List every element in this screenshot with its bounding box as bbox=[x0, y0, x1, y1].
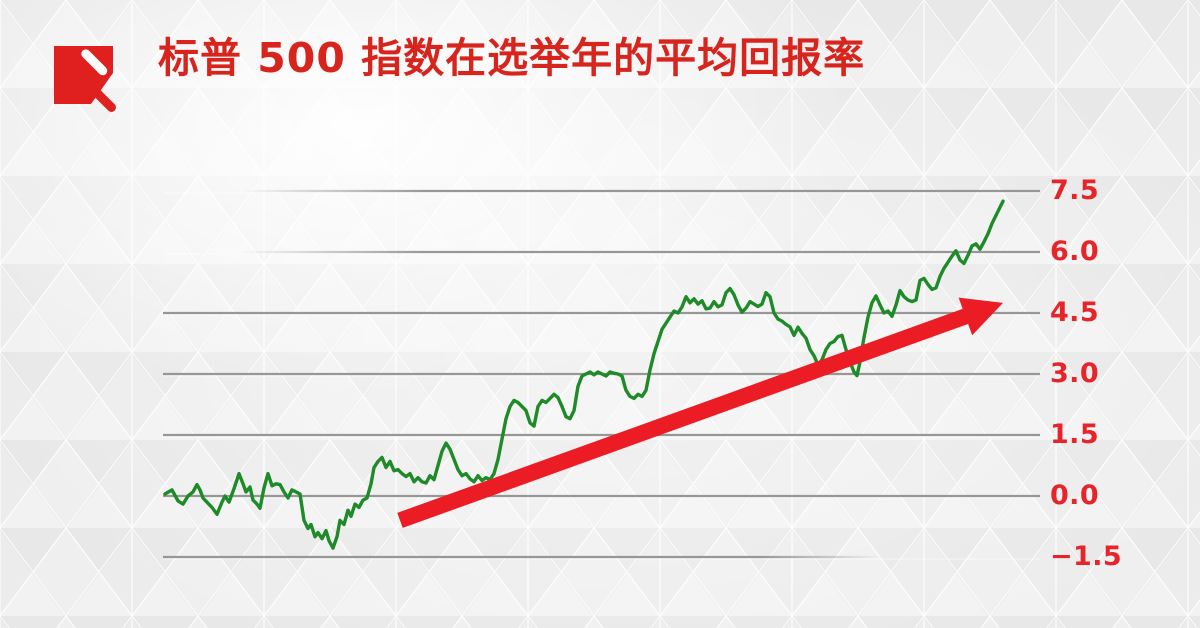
y-axis-tick-label: 1.5 bbox=[1050, 419, 1100, 450]
chart-title: 标普 500 指数在选举年的平均回报率 bbox=[158, 34, 866, 82]
y-axis-tick-label: 3.0 bbox=[1050, 358, 1100, 389]
brand-logo-icon bbox=[54, 46, 116, 112]
y-axis-tick-label: 0.0 bbox=[1050, 480, 1100, 511]
y-axis-tick-label: 4.5 bbox=[1050, 297, 1100, 328]
sp500-return-line bbox=[163, 199, 1005, 550]
y-axis-tick-label: 6.0 bbox=[1050, 236, 1100, 267]
upward-trend-arrow bbox=[397, 297, 1003, 528]
y-axis-tick-label: −1.5 bbox=[1050, 541, 1123, 572]
y-axis-tick-label: 7.5 bbox=[1050, 175, 1100, 206]
